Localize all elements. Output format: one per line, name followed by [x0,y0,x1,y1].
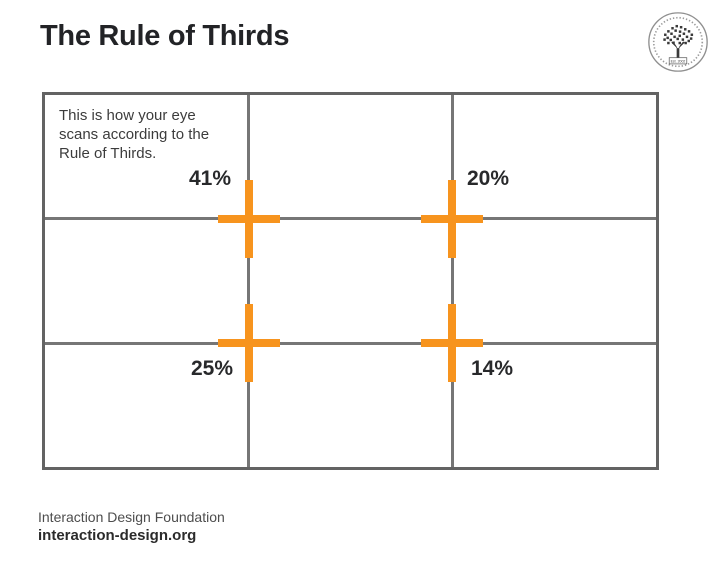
grid-vertical-line-1 [247,95,251,467]
cross-icon [421,214,484,223]
percentage-label-bottom-left: 25% [190,357,233,380]
footer: Interaction Design Foundation interactio… [38,508,225,545]
footer-org-name: Interaction Design Foundation [38,509,225,525]
percentage-label-bottom-right: 14% [471,357,514,380]
percentage-label-top-left: 41% [188,167,231,190]
grid-horizontal-line-2 [45,341,656,345]
idf-tree-logo-icon: Est. 2002 [648,12,708,72]
logo-badge-text: Est. 2002 [671,59,686,63]
rule-of-thirds-grid: This is how your eye scans according to … [42,92,659,470]
percentage-label-top-right: 20% [467,167,510,190]
grid-vertical-line-2 [450,95,454,467]
page-title: The Rule of Thirds [40,20,290,52]
footer-website: interaction-design.org [38,527,197,544]
cross-icon [217,214,280,223]
diagram-caption: This is how your eye scans according to … [59,107,210,162]
cross-icon [217,339,280,347]
cross-icon [421,339,484,347]
grid-horizontal-line-1 [45,217,656,221]
